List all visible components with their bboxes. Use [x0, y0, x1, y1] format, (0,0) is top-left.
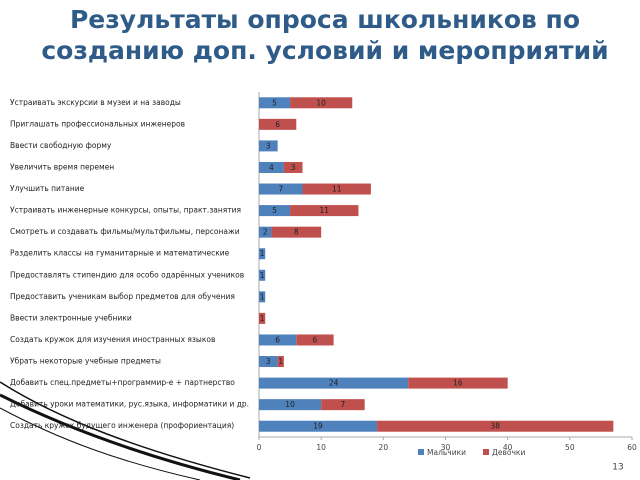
bar [259, 269, 266, 281]
legend-swatch [483, 449, 489, 455]
value-label: 8 [294, 228, 299, 237]
bar [259, 205, 291, 217]
bar [377, 420, 614, 432]
legend-label: Девочки [492, 448, 525, 457]
category-label: Устраивать инженерные конкурсы, опыты, п… [10, 206, 241, 215]
value-label: 3 [266, 357, 271, 366]
bar [259, 312, 266, 324]
category-label: Убрать некоторые учебные предметы [10, 357, 161, 366]
category-label: Предоставить ученикам выбор предметов дл… [10, 292, 235, 301]
page-number: 13 [612, 463, 623, 473]
category-label: Ввести электронные учебники [10, 313, 132, 322]
value-label: 1 [260, 314, 265, 323]
bar [408, 377, 508, 389]
bar [259, 248, 266, 260]
value-label: 11 [320, 206, 330, 215]
value-label: 16 [453, 379, 463, 388]
bar [259, 377, 409, 389]
category-label: Разделить классы на гуманитарные и матем… [10, 249, 230, 258]
chart-title: Результаты опроса школьников по созданию… [41, 5, 609, 65]
value-label: 5 [272, 206, 277, 215]
category-label: Предоставлять стипендию для особо одарён… [10, 270, 244, 279]
value-label: 11 [332, 185, 342, 194]
x-tick-label: 20 [379, 443, 389, 452]
value-label: 1 [278, 357, 283, 366]
category-label: Добавить уроки математики, рус.языка, ин… [10, 400, 249, 409]
value-label: 3 [266, 141, 271, 150]
decoration [0, 381, 251, 480]
x-tick-label: 0 [257, 443, 262, 452]
value-label: 6 [313, 335, 318, 344]
value-label: 6 [275, 335, 280, 344]
category-label: Ввести свободную форму [10, 141, 112, 150]
value-label: 6 [275, 120, 280, 129]
bar [259, 420, 378, 432]
bar [259, 183, 303, 195]
value-label: 1 [260, 249, 265, 258]
x-tick-label: 40 [503, 443, 513, 452]
category-label: Создать кружок будущего инженера (профор… [10, 421, 234, 430]
value-label: 4 [269, 163, 274, 172]
bar [259, 118, 297, 130]
value-label: 7 [341, 400, 346, 409]
x-tick-label: 50 [565, 443, 575, 452]
bar [296, 334, 334, 346]
legend-swatch [418, 449, 424, 455]
bar [283, 161, 303, 173]
legend-label: Мальчики [427, 448, 466, 457]
category-label: Добавить спец.предметы+программир-е + па… [10, 378, 235, 387]
bar [259, 161, 284, 173]
category-label: Увеличить время перемен [10, 162, 114, 171]
category-label: Создать кружок для изучения иностранных … [10, 335, 215, 344]
bar [259, 97, 291, 109]
category-label: Устраивать экскурсии в музеи и на заводы [10, 98, 181, 107]
value-label: 3 [291, 163, 296, 172]
value-label: 19 [313, 422, 323, 431]
value-label: 38 [490, 422, 500, 431]
bar [259, 334, 297, 346]
value-label: 7 [278, 185, 283, 194]
x-tick-label: 60 [627, 443, 637, 452]
value-label: 1 [260, 292, 265, 301]
value-label: 10 [316, 98, 326, 107]
bar [259, 356, 278, 368]
bar [321, 399, 365, 411]
category-label: Смотреть и создавать фильмы/мультфильмы,… [10, 227, 240, 236]
value-label: 24 [329, 379, 339, 388]
value-label: 5 [272, 98, 277, 107]
bar [277, 356, 284, 368]
category-label: Приглашать профессиональных инженеров [10, 119, 185, 128]
bar [259, 226, 272, 238]
x-tick-label: 10 [316, 443, 326, 452]
value-label: 2 [263, 228, 268, 237]
bar [271, 226, 322, 238]
bar [302, 183, 371, 195]
bar [259, 140, 278, 152]
bar [290, 97, 353, 109]
bar [290, 205, 359, 217]
value-label: 10 [285, 400, 295, 409]
category-label: Улучшить питание [10, 184, 85, 193]
bar [259, 291, 266, 303]
value-label: 1 [260, 271, 265, 280]
bar [259, 399, 322, 411]
x-tick-label: 30 [441, 443, 451, 452]
